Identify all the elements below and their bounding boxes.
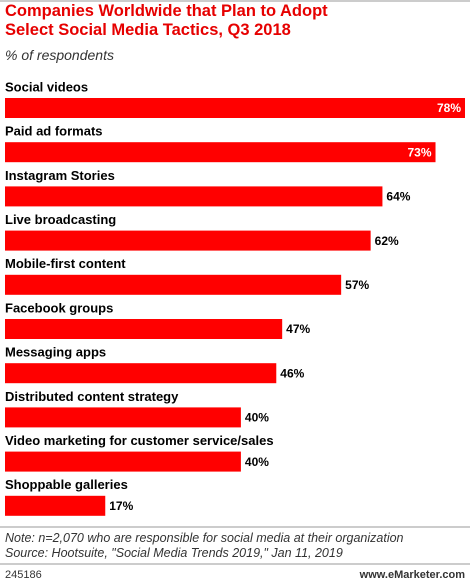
value-label: 64%: [386, 190, 410, 204]
category-label: Instagram Stories: [5, 168, 115, 183]
value-label: 57%: [345, 278, 369, 292]
value-label: 78%: [437, 101, 461, 115]
value-label: 17%: [109, 499, 133, 513]
value-label: 62%: [375, 234, 399, 248]
category-label: Facebook groups: [5, 300, 113, 315]
value-label: 40%: [245, 411, 269, 425]
bar: [5, 363, 277, 384]
bar: [5, 451, 241, 472]
category-label: Shoppable galleries: [5, 477, 128, 492]
category-label: Paid ad formats: [5, 124, 103, 139]
bar: [5, 274, 342, 295]
category-label: Video marketing for customer service/sal…: [5, 433, 274, 448]
note: Note: n=2,070 who are responsible for so…: [5, 531, 404, 545]
category-label: Mobile-first content: [5, 256, 126, 271]
chart-title: Companies Worldwide that Plan to Adopt S…: [5, 2, 328, 39]
bar: [5, 495, 106, 516]
category-label: Social videos: [5, 79, 88, 94]
bar: [5, 407, 241, 428]
value-label: 40%: [245, 455, 269, 469]
source: Source: Hootsuite, "Social Media Trends …: [5, 546, 343, 560]
category-label: Distributed content strategy: [5, 389, 179, 404]
bar: [5, 319, 283, 339]
category-label: Live broadcasting: [5, 212, 116, 227]
value-label: 73%: [407, 145, 431, 159]
chart-subtitle: % of respondents: [5, 47, 114, 63]
footer-site: www.eMarketer.com: [359, 569, 465, 581]
bar: [5, 186, 383, 207]
bar: [5, 230, 371, 251]
value-label: 47%: [286, 322, 310, 336]
category-label: Messaging apps: [5, 345, 106, 360]
bar: [5, 142, 436, 163]
footer-id: 245186: [5, 569, 42, 581]
value-label: 46%: [280, 366, 304, 380]
bar: [5, 98, 465, 118]
